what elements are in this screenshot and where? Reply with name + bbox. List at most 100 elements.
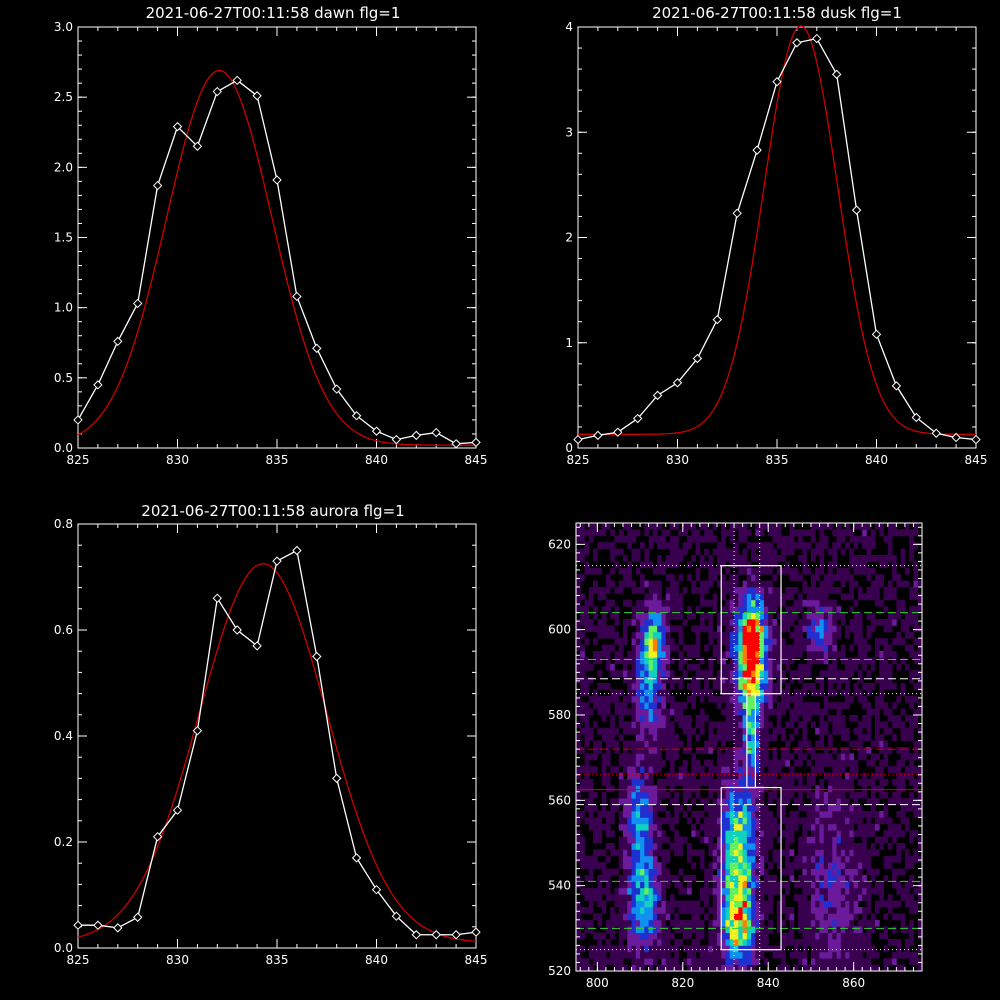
heatmap-cell — [725, 747, 731, 754]
heatmap-cell — [785, 759, 790, 767]
heatmap-cell — [631, 958, 637, 965]
heatmap-cell — [669, 670, 675, 677]
heatmap-cell — [734, 689, 739, 697]
heatmap-cell — [823, 625, 829, 633]
heatmap-cell — [815, 759, 820, 767]
heatmap-cell — [887, 523, 893, 530]
heatmap-cell — [798, 740, 803, 748]
heatmap-cell — [746, 862, 752, 869]
heatmap-cell — [840, 964, 846, 971]
heatmap-cell — [721, 734, 726, 741]
heatmap-cell — [716, 651, 722, 658]
heatmap-cell — [674, 580, 679, 588]
heatmap-cell — [601, 945, 607, 953]
heatmap-cell — [691, 811, 696, 818]
heatmap-cell — [776, 587, 782, 594]
heatmap-cell — [781, 670, 786, 677]
heatmap-cell — [627, 887, 632, 895]
heatmap-cell — [627, 894, 632, 901]
heatmap-cell — [635, 651, 641, 658]
heatmap-cell — [751, 574, 756, 581]
heatmap-cell — [917, 670, 922, 677]
heatmap-cell — [836, 875, 842, 882]
heatmap-cell — [751, 785, 756, 793]
heatmap-cell — [605, 753, 611, 761]
heatmap-cell — [789, 612, 795, 620]
heatmap-cell — [584, 734, 590, 741]
heatmap-cell — [742, 772, 748, 780]
heatmap-cell — [909, 779, 914, 786]
heatmap-cell — [768, 651, 773, 658]
heatmap-cell — [721, 689, 726, 697]
heatmap-cell — [870, 951, 876, 959]
heatmap-cell — [588, 894, 594, 901]
heatmap-cell — [669, 823, 675, 831]
heatmap-cell — [725, 555, 731, 562]
heatmap-cell — [648, 964, 654, 971]
heatmap-cell — [721, 785, 726, 793]
heatmap-cell — [695, 529, 701, 537]
heatmap-cell — [917, 887, 922, 895]
heatmap-cell — [751, 798, 756, 805]
heatmap-cell — [746, 702, 752, 709]
heatmap-cell — [593, 548, 598, 556]
heatmap-cell — [635, 708, 641, 716]
heatmap-cell — [763, 939, 769, 946]
heatmap-cell — [763, 855, 769, 863]
heatmap-cell — [845, 964, 850, 971]
heatmap-cell — [819, 804, 825, 812]
heatmap-cell — [892, 619, 897, 626]
heatmap-cell — [875, 721, 880, 729]
heatmap-cell — [704, 587, 709, 594]
heatmap-cell — [845, 529, 850, 537]
heatmap-cell — [917, 625, 922, 633]
heatmap-cell — [652, 849, 658, 857]
heatmap-cell — [904, 881, 910, 889]
heatmap-cell — [699, 523, 705, 530]
heatmap-cell — [823, 791, 829, 799]
heatmap-cell — [699, 823, 705, 831]
heatmap-cell — [815, 913, 820, 921]
heatmap-cell — [661, 695, 667, 703]
heatmap-cell — [810, 843, 816, 850]
heatmap-cell — [909, 926, 914, 933]
heatmap-cell — [721, 721, 726, 729]
heatmap-cell — [875, 753, 880, 761]
heatmap-cell — [810, 855, 816, 863]
heatmap-cell — [576, 708, 581, 716]
heatmap-cell — [657, 932, 662, 940]
heatmap-cell — [614, 958, 620, 965]
heatmap-cell — [815, 702, 820, 709]
heatmap-y-tick-label: 600 — [548, 623, 571, 637]
heatmap-cell — [781, 798, 786, 805]
heatmap-cell — [708, 721, 714, 729]
heatmap-cell — [853, 804, 859, 812]
heatmap-cell — [716, 868, 722, 876]
heatmap-cell — [687, 907, 692, 914]
aurora-y-tick-label: 0.2 — [54, 835, 73, 849]
heatmap-cell — [768, 523, 773, 530]
heatmap-cell — [618, 753, 624, 761]
heatmap-cell — [768, 900, 773, 908]
heatmap-cell — [798, 676, 803, 684]
heatmap-cell — [887, 766, 893, 773]
heatmap-cell — [768, 599, 773, 607]
heatmap-cell — [896, 887, 902, 895]
heatmap-cell — [845, 900, 850, 908]
heatmap-cell — [635, 740, 641, 748]
heatmap-cell — [631, 708, 637, 716]
heatmap-cell — [768, 548, 773, 556]
heatmap-cell — [802, 644, 808, 652]
heatmap-cell — [806, 759, 812, 767]
heatmap-cell — [913, 855, 919, 863]
heatmap-cell — [810, 651, 816, 658]
heatmap-cell — [725, 529, 731, 537]
heatmap-cell — [862, 567, 867, 575]
heatmap-cell — [883, 830, 889, 837]
heatmap-cell — [729, 862, 735, 869]
heatmap-cell — [652, 625, 658, 633]
heatmap-cell — [678, 638, 684, 645]
heatmap-cell — [866, 721, 872, 729]
heatmap-cell — [913, 651, 919, 658]
heatmap-cell — [665, 951, 671, 959]
